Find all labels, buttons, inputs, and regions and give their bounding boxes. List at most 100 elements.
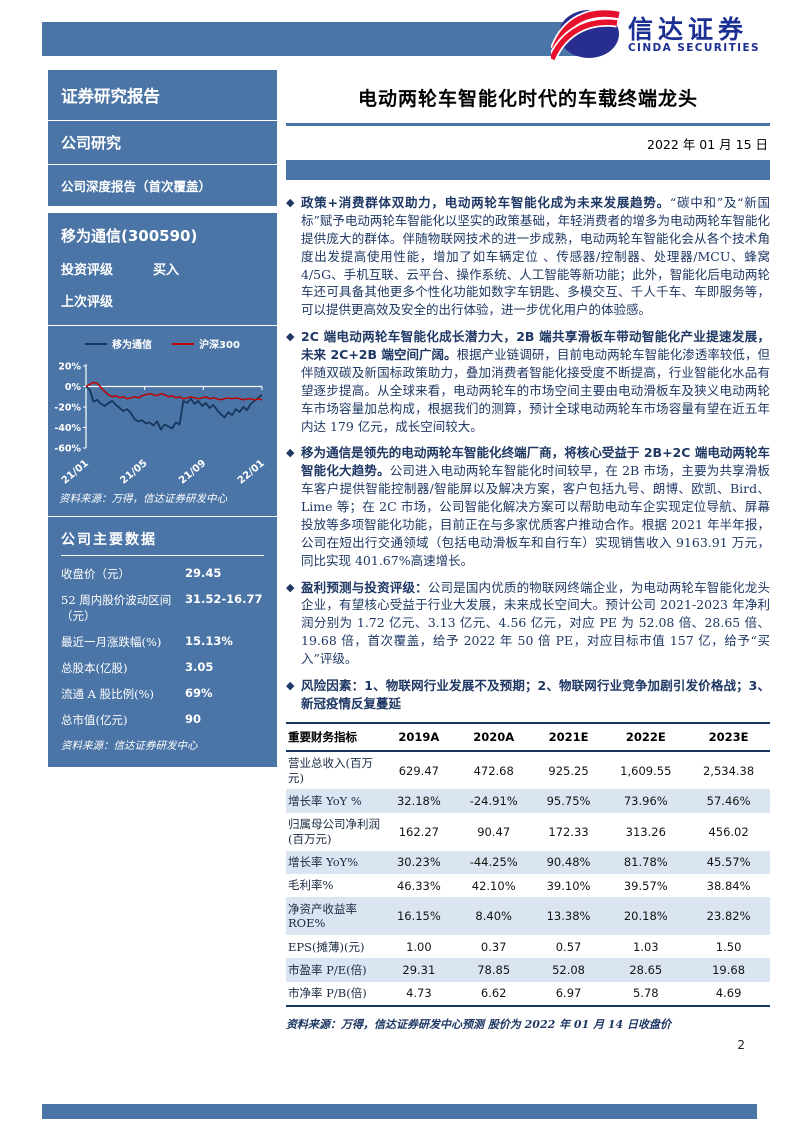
table-cell: 1.50 [715,939,742,954]
table-cell: 73.96% [623,794,668,809]
table-cell: 1,609.55 [620,763,672,778]
table-cell: 16.15% [396,909,441,924]
data-row-label: 流通 A 股比例(%) [61,687,155,701]
data-row-label: 总市值(亿元) [61,713,128,727]
page-number: 2 [737,1038,745,1052]
svg-text:0%: 0% [65,382,82,393]
table-cell: 19.68 [712,963,746,978]
table-cell: 39.10% [546,878,591,893]
bullet-text: 盈利预测与投资评级：公司是国内优质的物联网终端企业，为电动两轮车智能化龙头企业，… [301,579,770,667]
table-cell: 39.57% [623,878,668,893]
chart-source-note: 资料来源：万得，信达证券研发中心 [59,493,227,505]
table-cell: -24.91% [469,794,518,809]
brand-name-en: CINDA SECURITIES [627,41,760,54]
table-cell: 5.78 [604,981,688,1008]
table-row-label: 毛利率% [288,878,334,893]
table-cell: 8.40% [475,909,512,924]
bullet-item: ◆ 风险因素：1、物联网行业发展不及预期；2、物联网行业竞争加剧引发价格战；3、新… [286,677,770,713]
table-header-cell: 2022E [604,721,688,752]
table-row-label: 归属母公司净利润(百万元) [288,817,380,846]
data-row-label: 总股本(亿股) [61,661,128,675]
financial-table-header-row: 重要财务指标 2019A 2020A 2021E 2022E 2023E [286,721,770,752]
table-cell: 42.10% [471,878,516,893]
svg-text:21/01: 21/01 [60,458,91,487]
table-cell: 23.82% [706,909,751,924]
bullet-text: 移为通信是领先的电动两轮车智能化终端厂商，将核心受益于 2B+2C 端电动两轮车… [301,445,770,568]
brand-name-cn: 信达证券 [627,14,748,44]
report-date: 2022 年 01 月 15 日 [647,137,768,152]
rating-value: 买入 [153,263,180,278]
table-cell: 472.68 [473,763,514,778]
legend-swatch [172,342,195,345]
svg-text:-40%: -40% [54,423,81,434]
bullet-item: ◆ 移为通信是领先的电动两轮车智能化终端厂商，将核心受益于 2B+2C 端电动两轮… [286,444,770,569]
bullet-diamond-icon: ◆ [286,580,295,594]
stock-name: 移为通信(300590) [61,227,198,245]
table-cell: 172.33 [548,824,589,839]
data-row-value: 69% [185,686,213,700]
table-cell: 90.47 [477,824,511,839]
company-data-row: 最近一月涨跌幅(%) 15.13% [61,634,264,650]
data-row-value: 3.05 [185,660,214,674]
bullet-list: ◆ 政策+消费群体双助力，电动两轮车智能化成为未来发展趋势。“碳中和”及“新国标”… [286,194,770,713]
table-cell: 2,534.38 [702,763,755,778]
company-data-row: 总股本(亿股) 3.05 [61,660,264,676]
data-row-value: 15.13% [185,634,233,648]
table-row-label: EPS(摊薄)(元) [288,939,365,954]
data-row-label: 52 周内股价波动区间（元） [61,593,172,623]
table-row-label: 净资产收益率ROE% [288,901,357,931]
table-row-label: 增长率 YoY % [288,793,362,808]
company-data-row: 流通 A 股比例(%) 69% [61,686,264,702]
svg-text:-20%: -20% [54,403,81,414]
table-row: 净资产收益率ROE% 16.15% 8.40% 13.38% 20.18% 23.82% [286,897,770,935]
table-cell: 313.26 [625,824,666,839]
company-data-row: 52 周内股价波动区间（元） 31.52-16.77 [61,592,264,624]
svg-text:21/09: 21/09 [177,458,208,487]
table-row: 市盈率 P/E(倍) 29.31 78.85 52.08 28.65 19.68 [286,958,770,982]
table-cell: 1.03 [632,939,659,954]
company-data-source-note: 资料来源：信达证券研发中心 [61,740,198,752]
table-cell: 0.57 [555,939,582,954]
date-divider-bar [286,160,770,180]
table-cell: 38.84% [706,878,751,893]
bullet-diamond-icon: ◆ [286,196,295,209]
title-rule [286,123,770,126]
legend-swatch [85,342,108,345]
company-data-row: 总市值(亿元) 90 [61,712,264,728]
header-bar [42,22,578,56]
cinda-logo: 信达证券 CINDA SECURITIES [547,5,760,65]
table-cell: 6.62 [454,981,533,1008]
table-header-cell: 2023E [687,721,770,752]
report-body: 电动两轮车智能化时代的车载终端龙头 2022 年 01 月 15 日 ◆ 政策+消… [286,84,770,1032]
bullet-item: ◆ 盈利预测与投资评级：公司是国内优质的物联网终端企业，为电动两轮车智能化龙头企业… [286,579,770,668]
table-cell: 1.00 [406,939,432,954]
table-header-cell: 2021E [532,721,605,752]
table-cell: 81.78% [623,855,668,870]
table-cell: 456.02 [708,824,749,839]
table-row-label: 市净率 P/B(倍) [286,981,383,1008]
data-row-label: 最近一月涨跌幅(%) [61,635,162,649]
table-row: 增长率 YoY% 30.23% -44.25% 90.48% 81.78% 45.57% [286,850,770,874]
stock-info-box: 移为通信(300590) 投资评级 买入 上次评级 [48,213,277,326]
table-cell: 6.97 [532,981,605,1008]
table-cell: 925.25 [548,763,589,778]
company-data-row: 收盘价（元） 29.45 [61,566,264,582]
performance-chart: 20% 0% -20% -40% -60% 21/01 21/05 21/09 22/01 [54,362,267,487]
data-row-value: 90 [185,712,202,726]
table-row: 增长率 YoY % 32.18% -24.91% 95.75% 73.96% 57.46% [286,789,770,813]
table-source-note: 资料来源：万得，信达证券研发中心预测 股价为 2022 年 01 月 14 日收… [286,1018,672,1032]
data-row-value: 29.45 [185,566,222,580]
report-type-label: 证券研究报告 [48,70,277,121]
financial-table: 重要财务指标 2019A 2020A 2021E 2022E 2023E 营业总收入(百万… [286,721,770,1008]
bullet-item: ◆ 政策+消费群体双助力，电动两轮车智能化成为未来发展趋势。“碳中和”及“新国标”… [286,194,770,319]
table-cell: 162.27 [398,824,439,839]
legend-item: 沪深300 [172,336,240,351]
bullet-diamond-icon: ◆ [286,678,295,692]
svg-text:20%: 20% [58,362,81,373]
table-cell: 13.38% [546,909,591,924]
table-cell: 20.18% [623,909,668,924]
report-subtype-label: 公司深度报告（首次覆盖） [61,179,212,194]
legend-label: 移为通信 [112,340,153,351]
sidebar-divider [48,206,277,213]
table-cell: 28.65 [629,963,663,978]
